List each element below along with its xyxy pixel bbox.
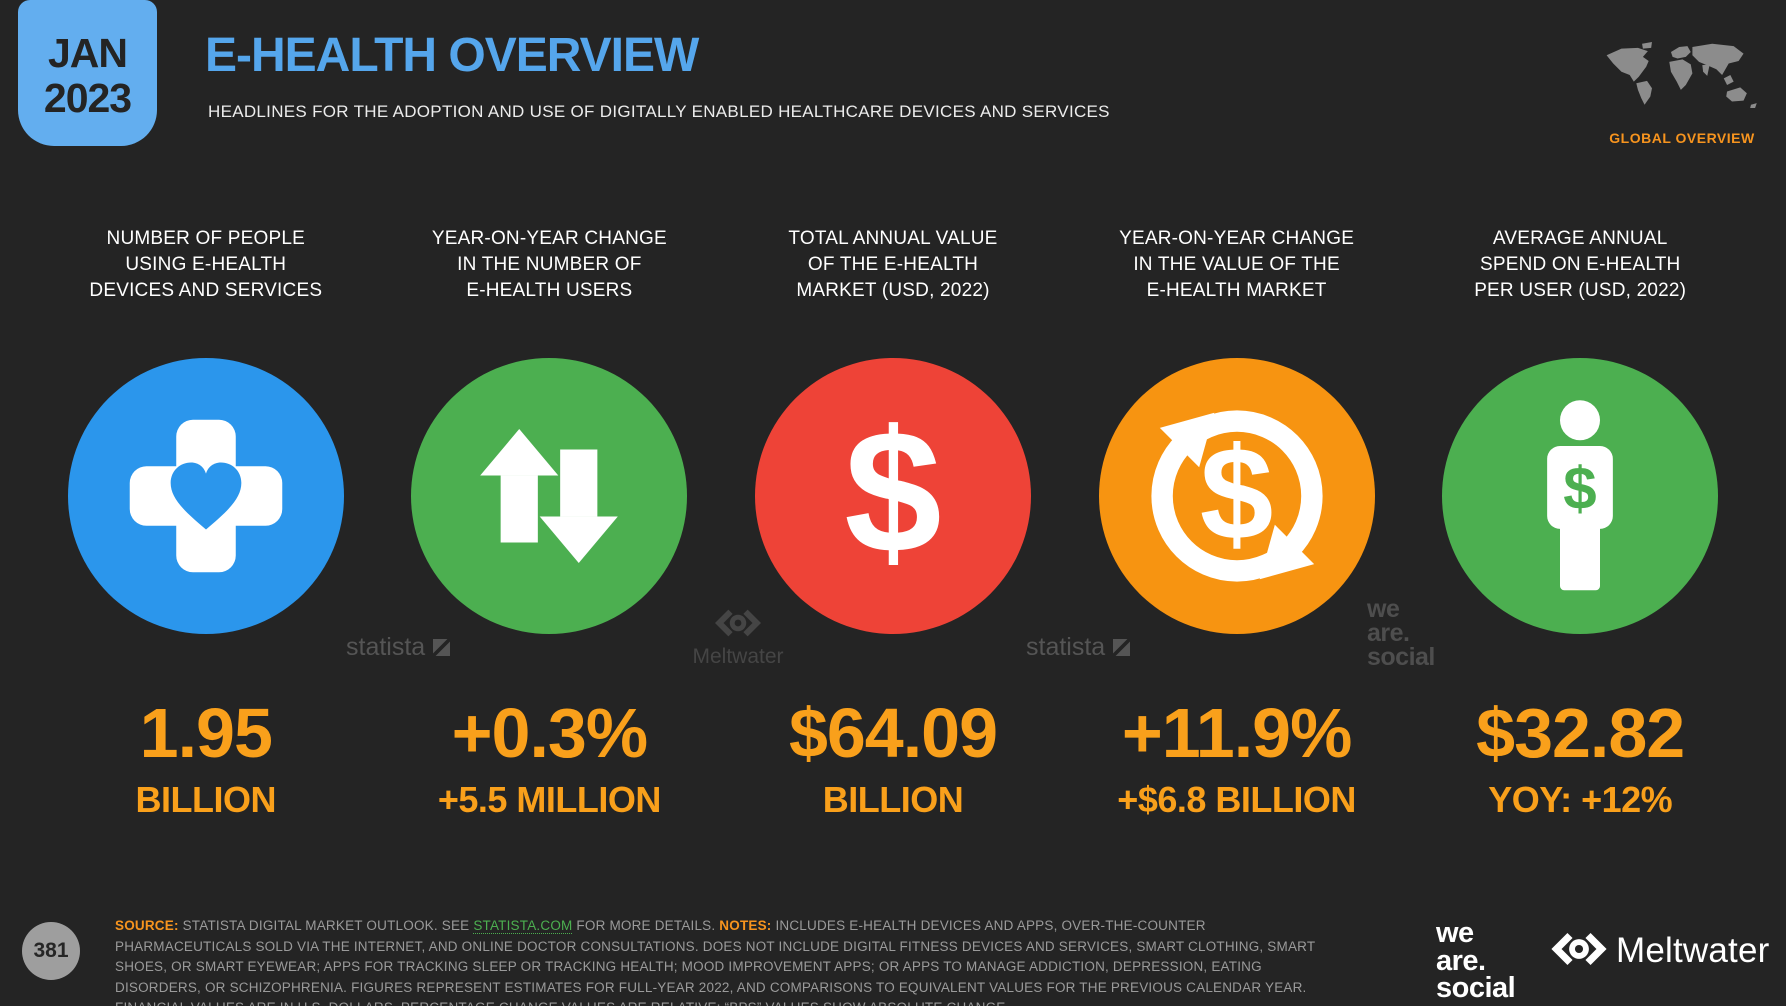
page-subtitle: HEADLINES FOR THE ADOPTION AND USE OF DI… bbox=[208, 102, 1110, 121]
we-are-social-watermark: we are. social bbox=[1367, 595, 1435, 671]
notes-label: NOTES: bbox=[719, 918, 772, 933]
metric-label: YEAR-ON-YEAR CHANGE IN THE NUMBER OF E-H… bbox=[431, 228, 667, 301]
statista-link[interactable]: STATISTA.COM bbox=[473, 918, 573, 934]
dollar-icon: $ bbox=[844, 394, 942, 590]
date-year: 2023 bbox=[43, 75, 132, 121]
metric-user-change: YEAR-ON-YEAR CHANGE IN THE NUMBER OF E-H… bbox=[388, 226, 712, 818]
metric-circle: $ bbox=[1442, 358, 1719, 634]
footer-notes: SOURCE: STATISTA DIGITAL MARKET OUTLOOK.… bbox=[115, 918, 1316, 1006]
metric-label: YEAR-ON-YEAR CHANGE IN THE VALUE OF THE … bbox=[1119, 228, 1355, 301]
statista-logo-icon bbox=[1113, 639, 1131, 656]
metric-value: 1.95 bbox=[139, 694, 273, 772]
region-block: GLOBAL OVERVIEW bbox=[1598, 36, 1766, 146]
dollar-cycle-icon: $ bbox=[1199, 419, 1274, 567]
metric-subvalue: YOY: +12% bbox=[1488, 779, 1673, 820]
region-label: GLOBAL OVERVIEW bbox=[1609, 130, 1755, 146]
metric-subvalue: BILLION bbox=[135, 779, 277, 820]
statista-logo-icon bbox=[433, 639, 451, 656]
metric-subvalue: +$6.8 BILLION bbox=[1117, 779, 1356, 820]
metric-spend-per-user: AVERAGE ANNUAL SPEND ON E-HEALTH PER USE… bbox=[1418, 226, 1742, 818]
meltwater-eye-icon bbox=[714, 609, 762, 642]
metric-ehealth-users: NUMBER OF PEOPLE USING E-HEALTH DEVICES … bbox=[44, 226, 368, 818]
date-badge: JAN 2023 bbox=[18, 0, 157, 146]
statista-watermark: statista bbox=[1026, 633, 1131, 662]
meltwater-watermark: Meltwater bbox=[678, 608, 798, 669]
metric-value: $64.09 bbox=[788, 694, 998, 772]
metric-label: AVERAGE ANNUAL SPEND ON E-HEALTH PER USE… bbox=[1474, 228, 1687, 301]
metric-circle: $ bbox=[754, 358, 1031, 634]
metric-circle: $ bbox=[1098, 358, 1375, 634]
meltwater-eye-icon bbox=[1550, 931, 1608, 972]
metric-label: TOTAL ANNUAL VALUE OF THE E-HEALTH MARKE… bbox=[788, 228, 998, 301]
meltwater-logo: Meltwater bbox=[1550, 928, 1770, 974]
metric-value: +0.3% bbox=[451, 694, 648, 772]
statista-watermark: statista bbox=[346, 633, 451, 662]
world-map-icon bbox=[1598, 36, 1766, 124]
page-title: E-HEALTH OVERVIEW bbox=[205, 29, 699, 82]
date-month: JAN bbox=[47, 29, 128, 76]
metric-value: $32.82 bbox=[1476, 694, 1685, 772]
page-number-badge: 381 bbox=[22, 922, 80, 980]
metric-subvalue: +5.5 MILLION bbox=[437, 779, 662, 820]
metric-circle bbox=[67, 358, 344, 634]
metric-circle bbox=[411, 358, 688, 634]
metric-market-value: TOTAL ANNUAL VALUE OF THE E-HEALTH MARKE… bbox=[731, 226, 1055, 818]
svg-text:$: $ bbox=[1564, 455, 1597, 522]
metric-label: NUMBER OF PEOPLE USING E-HEALTH DEVICES … bbox=[89, 228, 323, 301]
we-are-social-logo: we are. social bbox=[1436, 917, 1516, 1005]
metric-subvalue: BILLION bbox=[822, 779, 964, 820]
source-label: SOURCE: bbox=[115, 918, 179, 933]
metrics-grid: NUMBER OF PEOPLE USING E-HEALTH DEVICES … bbox=[44, 226, 1742, 818]
metric-value: +11.9% bbox=[1121, 694, 1352, 772]
metric-market-change: YEAR-ON-YEAR CHANGE IN THE VALUE OF THE … bbox=[1075, 226, 1399, 818]
